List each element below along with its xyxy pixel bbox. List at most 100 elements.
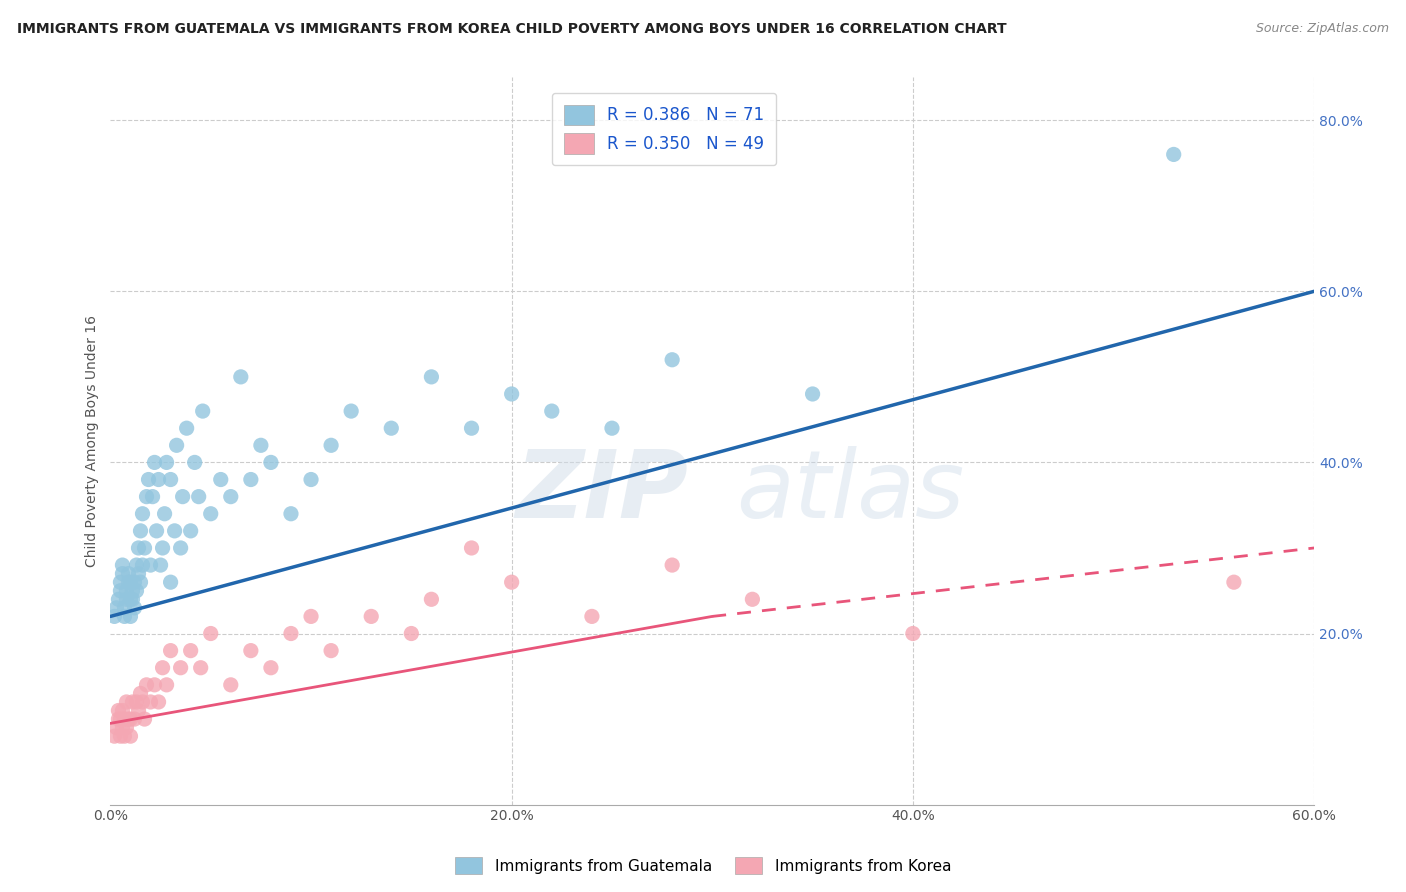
Point	[120, 729, 142, 743]
Point	[135, 490, 157, 504]
Point	[280, 626, 302, 640]
Point	[153, 507, 176, 521]
Point	[111, 558, 134, 572]
Point	[111, 566, 134, 581]
Point	[801, 387, 824, 401]
Point	[115, 592, 138, 607]
Point	[110, 583, 132, 598]
Point	[169, 661, 191, 675]
Point	[250, 438, 273, 452]
Point	[128, 566, 150, 581]
Point	[129, 575, 152, 590]
Point	[103, 609, 125, 624]
Point	[114, 729, 136, 743]
Legend: Immigrants from Guatemala, Immigrants from Korea: Immigrants from Guatemala, Immigrants fr…	[449, 851, 957, 880]
Point	[110, 729, 132, 743]
Point	[114, 712, 136, 726]
Point	[661, 352, 683, 367]
Point	[239, 473, 262, 487]
Point	[105, 721, 128, 735]
Point	[661, 558, 683, 572]
Point	[159, 575, 181, 590]
Point	[183, 455, 205, 469]
Point	[229, 369, 252, 384]
Point	[111, 721, 134, 735]
Point	[135, 678, 157, 692]
Point	[114, 600, 136, 615]
Point	[172, 490, 194, 504]
Point	[299, 473, 322, 487]
Point	[159, 473, 181, 487]
Point	[260, 455, 283, 469]
Point	[319, 438, 342, 452]
Point	[460, 541, 482, 555]
Y-axis label: Child Poverty Among Boys Under 16: Child Poverty Among Boys Under 16	[86, 315, 100, 567]
Point	[260, 661, 283, 675]
Point	[121, 592, 143, 607]
Point	[176, 421, 198, 435]
Point	[360, 609, 382, 624]
Point	[120, 575, 142, 590]
Point	[111, 704, 134, 718]
Point	[1163, 147, 1185, 161]
Point	[145, 524, 167, 538]
Point	[190, 661, 212, 675]
Point	[600, 421, 623, 435]
Point	[107, 712, 129, 726]
Point	[141, 490, 163, 504]
Point	[420, 369, 443, 384]
Point	[139, 695, 162, 709]
Point	[169, 541, 191, 555]
Point	[121, 583, 143, 598]
Point	[128, 541, 150, 555]
Text: IMMIGRANTS FROM GUATEMALA VS IMMIGRANTS FROM KOREA CHILD POVERTY AMONG BOYS UNDE: IMMIGRANTS FROM GUATEMALA VS IMMIGRANTS …	[17, 22, 1007, 37]
Text: Source: ZipAtlas.com: Source: ZipAtlas.com	[1256, 22, 1389, 36]
Point	[540, 404, 562, 418]
Point	[143, 678, 166, 692]
Point	[180, 524, 202, 538]
Point	[239, 643, 262, 657]
Point	[125, 695, 148, 709]
Point	[155, 678, 177, 692]
Point	[163, 524, 186, 538]
Point	[143, 455, 166, 469]
Point	[134, 541, 156, 555]
Point	[460, 421, 482, 435]
Point	[741, 592, 763, 607]
Text: atlas: atlas	[737, 446, 965, 538]
Point	[107, 704, 129, 718]
Point	[166, 438, 188, 452]
Point	[155, 455, 177, 469]
Point	[200, 507, 222, 521]
Point	[138, 473, 160, 487]
Point	[219, 490, 242, 504]
Point	[139, 558, 162, 572]
Point	[299, 609, 322, 624]
Point	[131, 558, 153, 572]
Point	[129, 524, 152, 538]
Point	[128, 704, 150, 718]
Point	[340, 404, 363, 418]
Point	[901, 626, 924, 640]
Point	[103, 729, 125, 743]
Point	[117, 712, 139, 726]
Point	[115, 721, 138, 735]
Point	[124, 600, 146, 615]
Point	[107, 592, 129, 607]
Point	[124, 575, 146, 590]
Point	[380, 421, 402, 435]
Point	[159, 643, 181, 657]
Point	[120, 609, 142, 624]
Point	[148, 695, 170, 709]
Point	[121, 695, 143, 709]
Point	[125, 558, 148, 572]
Point	[134, 712, 156, 726]
Point	[149, 558, 172, 572]
Point	[115, 695, 138, 709]
Point	[420, 592, 443, 607]
Point	[581, 609, 603, 624]
Legend: R = 0.386   N = 71, R = 0.350   N = 49: R = 0.386 N = 71, R = 0.350 N = 49	[553, 93, 776, 165]
Point	[219, 678, 242, 692]
Point	[401, 626, 423, 640]
Point	[120, 712, 142, 726]
